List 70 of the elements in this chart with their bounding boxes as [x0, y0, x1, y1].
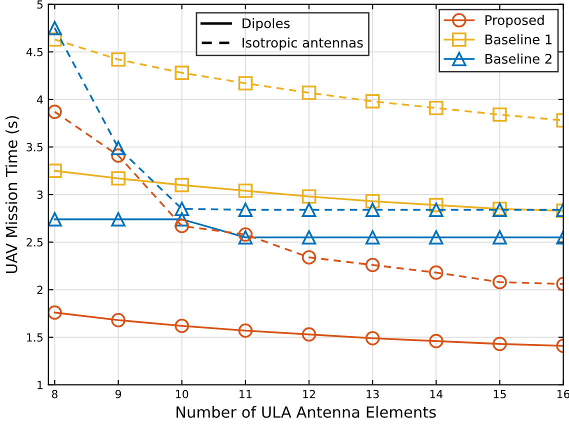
point — [429, 230, 444, 245]
point — [302, 202, 316, 217]
point — [111, 148, 126, 163]
point — [238, 230, 253, 245]
point — [365, 194, 380, 208]
point — [174, 178, 190, 192]
point — [429, 334, 444, 348]
point — [174, 202, 190, 216]
point — [365, 331, 380, 346]
point — [48, 305, 62, 320]
x-tick-label: 8 — [52, 390, 58, 398]
point — [302, 189, 316, 204]
point — [238, 323, 253, 338]
x-axis-title: Number of ULA Antenna Elements — [176, 406, 436, 418]
legend-label: Baseline 2 — [486, 54, 552, 64]
point — [111, 52, 126, 67]
point — [302, 327, 316, 342]
point — [48, 164, 62, 178]
point — [429, 202, 444, 217]
point — [111, 313, 126, 328]
point — [238, 227, 253, 242]
point — [238, 202, 253, 217]
point — [174, 66, 190, 80]
annotation: Dipoles — [242, 18, 290, 31]
x-tick-label: 13 — [366, 390, 379, 398]
legend-label: Proposed — [486, 14, 544, 28]
point — [492, 274, 507, 290]
annotation: Isotropic antennas — [242, 37, 363, 50]
point — [365, 94, 380, 108]
y-tick-label: 1 — [38, 380, 42, 390]
x-tick-label: 14 — [430, 390, 443, 398]
y-tick-label: 2.5 — [26, 238, 43, 247]
point — [48, 104, 62, 119]
point — [365, 202, 380, 217]
y-tick-label: 2 — [37, 286, 42, 294]
point — [365, 230, 380, 245]
point — [492, 230, 507, 245]
x-tick-label: 10 — [176, 390, 188, 398]
y-tick-label: 5 — [37, 0, 43, 9]
y-tick-label: 3 — [37, 190, 43, 199]
y-tick-label: 4 — [36, 96, 43, 104]
y-tick-label: 1.5 — [27, 333, 43, 342]
point — [492, 108, 507, 122]
x-tick-label: 11 — [240, 390, 252, 398]
point — [238, 76, 253, 90]
point — [111, 212, 126, 226]
legend-label: Baseline 1 — [486, 34, 552, 44]
point — [492, 336, 507, 352]
point — [238, 184, 253, 198]
point — [48, 212, 62, 226]
y-tick-label: 3.5 — [26, 142, 43, 152]
point — [365, 258, 380, 272]
point — [429, 198, 444, 212]
point — [302, 230, 316, 245]
x-tick-label: 9 — [115, 390, 122, 398]
point — [429, 265, 444, 280]
point — [174, 318, 190, 334]
point — [48, 20, 62, 36]
point — [429, 100, 444, 116]
point — [174, 218, 190, 234]
x-tick-label: 15 — [494, 390, 506, 398]
point — [302, 250, 316, 265]
point — [111, 171, 126, 186]
x-tick-label: 12 — [303, 390, 315, 398]
y-tick-label: 4.5 — [26, 48, 43, 56]
point — [302, 86, 316, 100]
point — [111, 140, 126, 156]
point — [48, 32, 62, 47]
y-axis-title: UAV Mission Time (s) — [5, 116, 20, 274]
point — [174, 212, 190, 226]
